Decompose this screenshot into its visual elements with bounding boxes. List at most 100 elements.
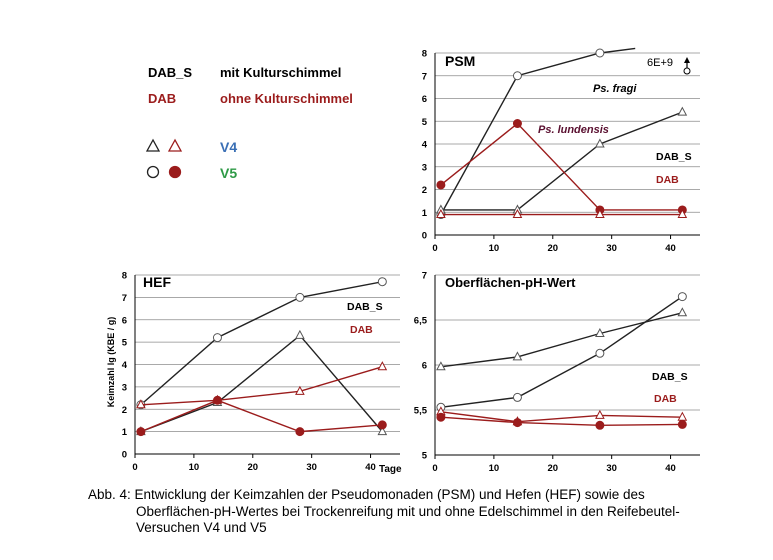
chart-hef-title: HEF <box>143 274 171 290</box>
hef-point-dab-v5 <box>377 420 387 430</box>
ph-point-dab-s-v4 <box>677 307 688 317</box>
psm-point-dab-v4 <box>436 208 446 219</box>
legend-triangle-dark-icon <box>145 138 161 152</box>
ph-point-dab-v5 <box>436 412 446 422</box>
hef-ytick-label: 0 <box>122 450 127 461</box>
chart-ph: 5 5,5 6 6,5 7 0 10 20 30 40 Oberflächen-pH-Wert D… <box>414 271 700 474</box>
psm-annot-ps-fragi: Ps. fragi <box>593 83 637 95</box>
caption-line-2: Oberflächen-pH-Wertes bei Trockenreifung… <box>136 503 680 519</box>
hef-ytick-label: 7 <box>122 293 127 304</box>
psm-point-dab-v5 <box>512 119 522 129</box>
psm-xtick-label: 10 <box>489 243 500 254</box>
psm-point-dab-v5 <box>436 180 446 190</box>
hef-ytick-label: 2 <box>122 405 127 416</box>
ph-ytick-label: 7 <box>422 271 427 282</box>
hef-series-dab-v5-line <box>140 399 383 433</box>
hef-point-dab-s-v5 <box>295 292 305 302</box>
caption-line-1: Abb. 4: Entwicklung der Keimzahlen der P… <box>88 487 645 502</box>
hef-xtick-label: 10 <box>189 462 200 473</box>
legend-dab-label: DAB <box>148 91 177 106</box>
chart-psm-title: PSM <box>445 53 475 69</box>
hef-point-dab-v5 <box>212 395 222 405</box>
hef-xtick-label: 30 <box>306 462 317 473</box>
legend-dab-s-label: DAB_S <box>148 65 193 80</box>
psm-ytick-label: 2 <box>422 185 427 196</box>
ph-xtick-label: 10 <box>489 463 500 474</box>
hef-point-dab-v5 <box>295 427 305 437</box>
hef-annot-dab-s: DAB_S <box>347 301 383 313</box>
ph-point-dab-s-v4 <box>436 361 446 371</box>
hef-series-dab-s-v5-line <box>140 281 383 406</box>
hef-ylabel: Keimzahl lg (KBE / g) <box>106 317 116 408</box>
psm-ytick-label: 8 <box>422 49 427 60</box>
psm-point-dab-s-v5 <box>512 71 522 81</box>
ph-point-dab-v4 <box>595 409 605 419</box>
hef-ytick-label: 1 <box>122 427 128 438</box>
ph-point-dab-s-v5 <box>512 392 522 402</box>
chart-legend: DAB_S mit Kulturschimmel DAB ohne Kultur… <box>0 0 420 200</box>
psm-ytick-label: 4 <box>422 140 428 151</box>
chart-hef: 0 1 2 3 4 5 6 7 8 0 10 20 30 40 HEF DAB_S DAB Keimzah… <box>106 271 402 476</box>
hef-xtick-label: 40 <box>365 462 376 473</box>
chart-psm: 0 1 2 3 4 5 6 7 8 0 10 20 30 40 PSM 6E+9 Ps. fragi Ps… <box>422 47 700 254</box>
psm-series-dab-s-v5-line <box>440 47 636 215</box>
psm-ytick-label: 3 <box>422 162 427 173</box>
ph-xtick-label: 20 <box>547 463 558 474</box>
ph-annot-dab-s: DAB_S <box>652 371 688 383</box>
psm-ytick-label: 5 <box>422 117 428 128</box>
psm-xtick-label: 30 <box>606 243 617 254</box>
legend-v4-label: V4 <box>220 139 238 155</box>
psm-xtick-label: 40 <box>665 243 676 254</box>
ph-series-dab-v4-line <box>440 411 683 423</box>
psm-annot-ps-lundensis: Ps. lundensis <box>538 124 609 136</box>
legend-v5-label: V5 <box>220 165 238 181</box>
ph-series-dab-v5-line <box>440 416 683 427</box>
hef-ytick-label: 6 <box>122 315 127 326</box>
legend-markers <box>145 138 183 179</box>
psm-point-dab-s-v4 <box>595 138 605 148</box>
psm-xtick-label: 20 <box>547 243 558 254</box>
hef-point-dab-v4 <box>136 399 146 409</box>
hef-point-dab-v4 <box>377 361 388 371</box>
ph-ytick-label: 6,5 <box>414 316 428 327</box>
hef-point-dab-s-v4 <box>295 329 305 339</box>
ph-ytick-label: 5 <box>422 451 428 462</box>
legend-dab-desc: ohne Kulturschimmel <box>220 91 353 106</box>
psm-point-dab-s-v4 <box>677 106 688 116</box>
ph-annot-dab: DAB <box>654 393 677 405</box>
hef-xtick-label: 0 <box>132 462 137 473</box>
psm-point-dab-v4 <box>512 208 523 219</box>
ph-point-dab-v5 <box>595 420 605 430</box>
ph-series-dab-s-v5-line <box>440 296 683 408</box>
hef-ytick-label: 5 <box>122 338 128 349</box>
hef-point-dab-s-v4 <box>377 426 388 436</box>
ph-ytick-label: 6 <box>422 361 427 372</box>
psm-annot-dab: DAB <box>656 174 679 186</box>
hef-ytick-label: 4 <box>122 360 128 371</box>
caption-line-3: Versuchen V4 und V5 <box>136 520 267 535</box>
psm-ytick-label: 0 <box>422 231 427 242</box>
psm-point-dab-v4 <box>677 208 688 219</box>
psm-xtick-label: 0 <box>432 243 437 254</box>
hef-ytick-label: 3 <box>122 382 127 393</box>
hef-point-dab-s-v5 <box>212 333 222 343</box>
psm-ytick-label: 7 <box>422 71 427 82</box>
hef-series-dab-v4-line <box>140 366 383 406</box>
psm-ytick-label: 6 <box>422 94 427 105</box>
legend-triangle-red-icon <box>167 138 183 152</box>
hef-point-dab-v5 <box>136 427 146 437</box>
psm-series-dab-v5-line <box>440 122 683 211</box>
psm-annot-6e9: 6E+9 <box>647 57 673 69</box>
psm-point-dab-s-v5 <box>595 48 605 58</box>
ph-point-dab-s-v4 <box>512 351 523 361</box>
legend-circle-filled-icon <box>168 165 182 179</box>
ph-ytick-label: 5,5 <box>414 406 428 417</box>
ph-point-dab-v5 <box>512 418 522 428</box>
hef-series-dab-s-v4-line <box>140 334 383 433</box>
psm-ytick-label: 1 <box>422 208 428 219</box>
hef-point-dab-s-v5 <box>377 277 387 287</box>
ph-point-dab-s-v5 <box>677 292 687 302</box>
psm-series-dab-s-v4-line <box>440 111 683 211</box>
legend-dab-s-desc: mit Kulturschimmel <box>220 65 342 80</box>
psm-annot-arrow-icon <box>683 57 691 75</box>
